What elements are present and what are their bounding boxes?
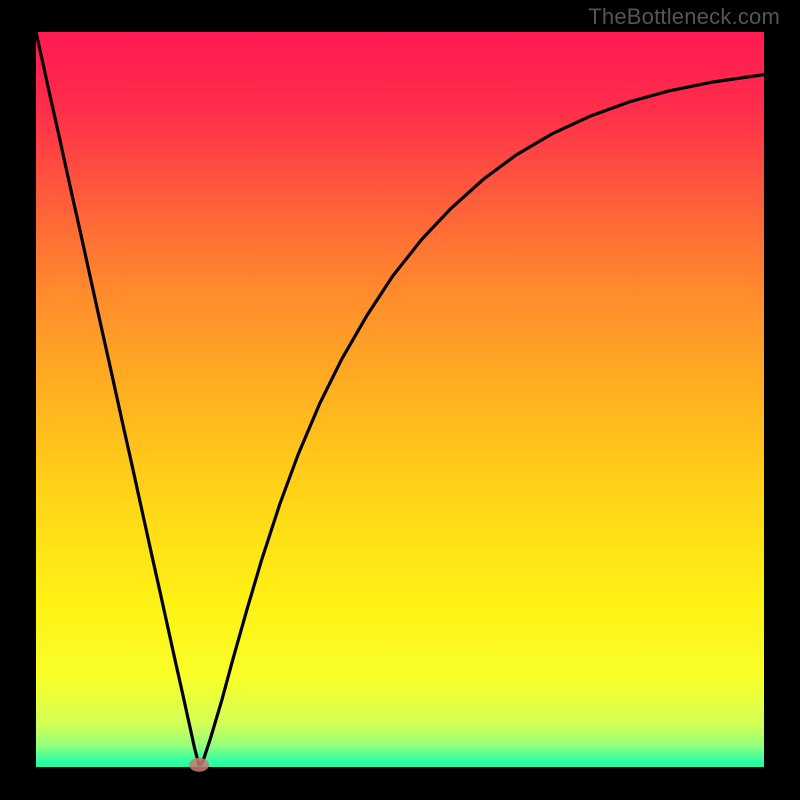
optimal-point-marker [189,758,209,772]
watermark-text: TheBottleneck.com [588,4,780,30]
bottleneck-chart-svg [0,0,800,800]
chart-container: TheBottleneck.com [0,0,800,800]
plot-background [36,32,764,767]
